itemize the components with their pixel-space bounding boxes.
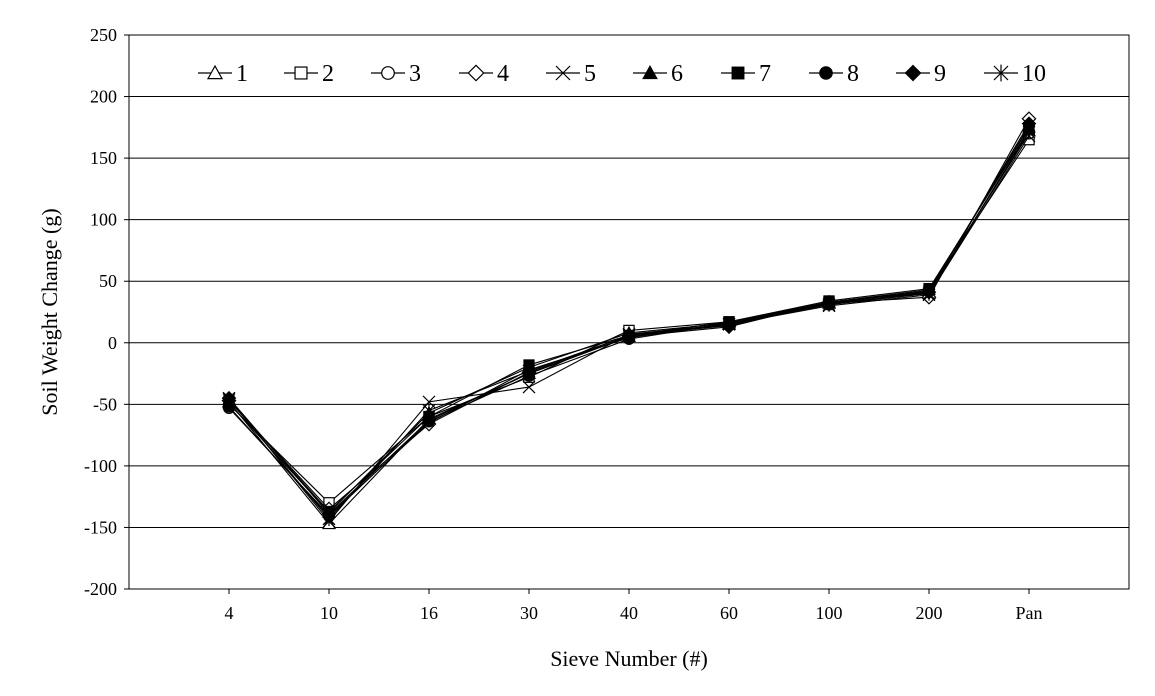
- legend-item: 7: [721, 61, 771, 87]
- y-tick-label: 250: [90, 25, 117, 45]
- data-point: [422, 403, 436, 418]
- legend-item: 1: [198, 61, 248, 87]
- legend-marker: [555, 65, 571, 81]
- x-tick-label: 4: [225, 603, 234, 623]
- legend-item: 3: [371, 61, 421, 87]
- x-tick-label: 100: [816, 603, 843, 623]
- legend-label: 7: [759, 61, 771, 87]
- legend-marker: [294, 66, 308, 80]
- legend-marker: [467, 64, 485, 82]
- y-tick-label: 50: [99, 271, 117, 291]
- legend-item: 2: [284, 61, 334, 87]
- legend-label: 10: [1022, 61, 1046, 87]
- legend-label: 8: [847, 61, 859, 87]
- legend-item: 8: [809, 61, 859, 87]
- x-tick-label: Pan: [1016, 603, 1043, 623]
- y-tick-label: -50: [93, 394, 117, 414]
- legend-marker: [642, 64, 658, 80]
- legend-item: 6: [633, 61, 683, 87]
- data-point: [722, 317, 736, 332]
- legend-label: 1: [236, 61, 248, 87]
- y-tick-label: 0: [108, 333, 117, 353]
- legend: 1 2 3 4 5 6 7 8 9 10: [198, 61, 1046, 87]
- y-axis-title: Soil Weight Change (g): [37, 208, 62, 415]
- legend-marker: [206, 64, 224, 80]
- series-layer: [221, 111, 1037, 530]
- data-point: [421, 413, 437, 428]
- data-point: [222, 392, 236, 407]
- y-axis-ticks: -200 -150 -100 -50 0 50 100 150 200 250: [84, 25, 129, 599]
- legend-label: 3: [409, 61, 421, 87]
- y-tick-label: 100: [90, 210, 117, 230]
- x-tick-label: 16: [420, 603, 438, 623]
- data-point: [322, 511, 336, 527]
- y-tick-label: -150: [84, 517, 117, 537]
- legend-label: 4: [497, 61, 509, 87]
- legend-label: 6: [671, 61, 683, 87]
- legend-marker: [819, 66, 833, 80]
- data-point: [522, 380, 536, 394]
- legend-label: 2: [322, 61, 334, 87]
- y-tick-label: 150: [90, 148, 117, 168]
- legend-item: 10: [984, 61, 1046, 87]
- legend-marker: [904, 64, 922, 82]
- y-tick-label: 200: [90, 87, 117, 107]
- data-point: [822, 297, 836, 312]
- x-tick-label: 200: [916, 603, 943, 623]
- data-point: [622, 328, 636, 343]
- legend-marker: [993, 64, 1009, 82]
- x-axis-ticks: 4 10 16 30 40 60 100 200 Pan: [225, 589, 1043, 623]
- legend-label: 5: [584, 61, 596, 87]
- data-point: [1022, 125, 1036, 140]
- data-point: [522, 363, 536, 379]
- legend-item: 5: [546, 61, 596, 87]
- series-10: [222, 125, 1036, 527]
- x-axis-title: Sieve Number (#): [550, 646, 708, 671]
- x-tick-label: 60: [720, 603, 738, 623]
- x-tick-label: 10: [320, 603, 338, 623]
- legend-item: 9: [896, 61, 946, 87]
- legend-item: 4: [459, 61, 509, 87]
- legend-marker: [381, 66, 395, 80]
- legend-marker: [731, 66, 745, 80]
- x-tick-label: 30: [520, 603, 538, 623]
- x-tick-label: 40: [620, 603, 638, 623]
- data-point: [922, 286, 936, 301]
- legend-label: 9: [934, 61, 946, 87]
- y-tick-label: -200: [84, 579, 117, 599]
- y-tick-label: -100: [84, 456, 117, 476]
